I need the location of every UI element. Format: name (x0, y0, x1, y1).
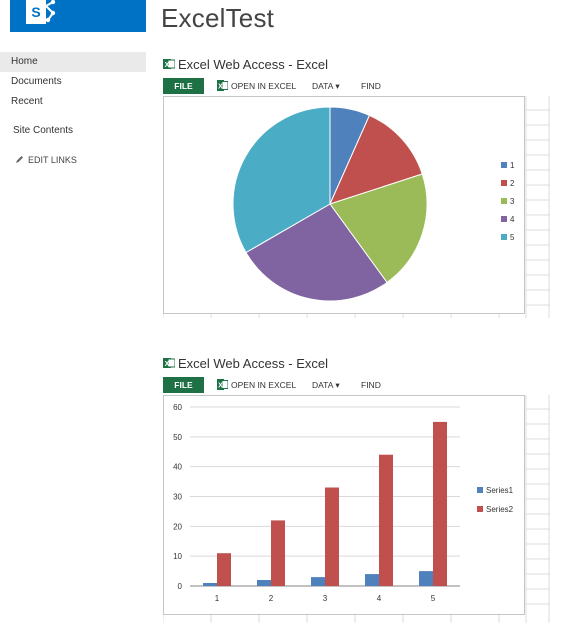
webpart-title: X Excel Web Access - Excel (163, 57, 328, 72)
data-menu-label: DATA (312, 380, 333, 390)
legend-swatch (501, 162, 507, 168)
open-in-excel-button[interactable]: X OPEN IN EXCEL (217, 78, 296, 94)
find-button[interactable]: FIND (361, 380, 381, 390)
pie-slice-2[interactable] (329, 114, 423, 205)
legend-label: Series2 (486, 505, 514, 514)
legend-label: 3 (510, 197, 515, 206)
pie-chart: 1 2 3 4 5 (232, 106, 515, 302)
pie-slice-4[interactable] (245, 203, 388, 302)
nav-item-home[interactable]: Home (0, 52, 146, 72)
legend-label: 2 (510, 179, 515, 188)
bar-series2-3[interactable] (325, 487, 339, 587)
file-button[interactable]: FILE (163, 377, 204, 393)
pencil-icon (16, 156, 23, 163)
chevron-down-icon: ▾ (335, 380, 340, 390)
legend-swatch (501, 216, 507, 222)
bar-series1-4[interactable] (365, 574, 379, 586)
bar-series2-1[interactable] (217, 553, 231, 586)
bar-series1-2[interactable] (257, 580, 271, 586)
open-in-excel-button[interactable]: X OPEN IN EXCEL (217, 377, 296, 393)
legend-swatch (501, 180, 507, 186)
open-in-excel-label: OPEN IN EXCEL (231, 380, 297, 390)
left-navigation: Home Documents Recent (0, 52, 146, 112)
open-in-excel-label: OPEN IN EXCEL (231, 81, 297, 91)
spreadsheet-grid (163, 395, 550, 623)
svg-text:S: S (31, 4, 40, 20)
svg-text:X: X (165, 62, 170, 69)
legend-swatch (477, 506, 483, 512)
webpart-title-text: Excel Web Access - Excel (178, 57, 329, 72)
legend-swatch (501, 234, 507, 240)
pie-slice-3[interactable] (329, 173, 428, 284)
spreadsheet-grid (163, 96, 550, 318)
webpart-title-text: Excel Web Access - Excel (178, 356, 329, 371)
svg-text:X: X (218, 383, 223, 390)
data-menu[interactable]: DATA ▾ (312, 377, 340, 393)
webpart-title: X Excel Web Access - Excel (163, 356, 328, 371)
bar-series1-1[interactable] (203, 583, 217, 586)
bar-series1-3[interactable] (311, 577, 325, 586)
bar-series1-5[interactable] (419, 571, 433, 586)
x-tick-label: 2 (269, 594, 274, 603)
nav-item-recent[interactable]: Recent (11, 96, 43, 107)
data-menu-label: DATA (312, 81, 333, 91)
bar-chart-area[interactable]: 0 10 20 30 40 50 60 1 2 3 4 5 Series1 Series2 (163, 395, 525, 615)
excel-icon: X (217, 80, 229, 91)
legend-label: Series1 (486, 486, 514, 495)
x-tick-label: 4 (377, 594, 382, 603)
bar-series2-5[interactable] (433, 421, 447, 586)
y-tick-label: 30 (173, 493, 182, 502)
y-tick-label: 50 (173, 433, 182, 442)
file-button[interactable]: FILE (163, 78, 204, 94)
excel-icon: X (217, 379, 229, 390)
site-title[interactable]: ExcelTest (161, 3, 275, 33)
svg-text:X: X (218, 84, 223, 91)
svg-text:X: X (165, 361, 170, 368)
edit-links-label: EDIT LINKS (28, 155, 77, 165)
excel-icon: X (163, 59, 175, 69)
legend-swatch (501, 198, 507, 204)
legend-label: 4 (510, 215, 515, 224)
pie-slice-5[interactable] (232, 106, 331, 254)
y-tick-label: 10 (173, 552, 182, 561)
x-tick-label: 3 (323, 594, 328, 603)
pie-chart-area[interactable]: 1 2 3 4 5 (163, 96, 525, 314)
y-tick-label: 60 (173, 403, 182, 412)
y-tick-label: 0 (178, 582, 183, 591)
x-tick-label: 1 (215, 594, 220, 603)
y-tick-label: 20 (173, 522, 182, 531)
bar-chart: 0 10 20 30 40 50 60 1 2 3 4 5 Series1 Series2 (173, 403, 514, 603)
bar-series2-4[interactable] (379, 454, 393, 586)
excel-icon: X (163, 358, 175, 368)
x-tick-label: 5 (431, 594, 436, 603)
chevron-down-icon: ▾ (335, 81, 340, 91)
find-button[interactable]: FIND (361, 81, 381, 91)
sharepoint-logo[interactable]: S (10, 0, 146, 32)
legend-label: 1 (510, 161, 515, 170)
legend-label: 5 (510, 233, 515, 242)
data-menu[interactable]: DATA ▾ (312, 78, 340, 94)
sharepoint-icon: S (26, 0, 56, 24)
nav-item-documents[interactable]: Documents (11, 76, 62, 87)
bar-series2-2[interactable] (271, 520, 285, 586)
nav-item-site-contents[interactable]: Site Contents (13, 125, 74, 136)
legend-swatch (477, 487, 483, 493)
edit-links-button[interactable]: EDIT LINKS (15, 155, 77, 165)
y-tick-label: 40 (173, 463, 182, 472)
